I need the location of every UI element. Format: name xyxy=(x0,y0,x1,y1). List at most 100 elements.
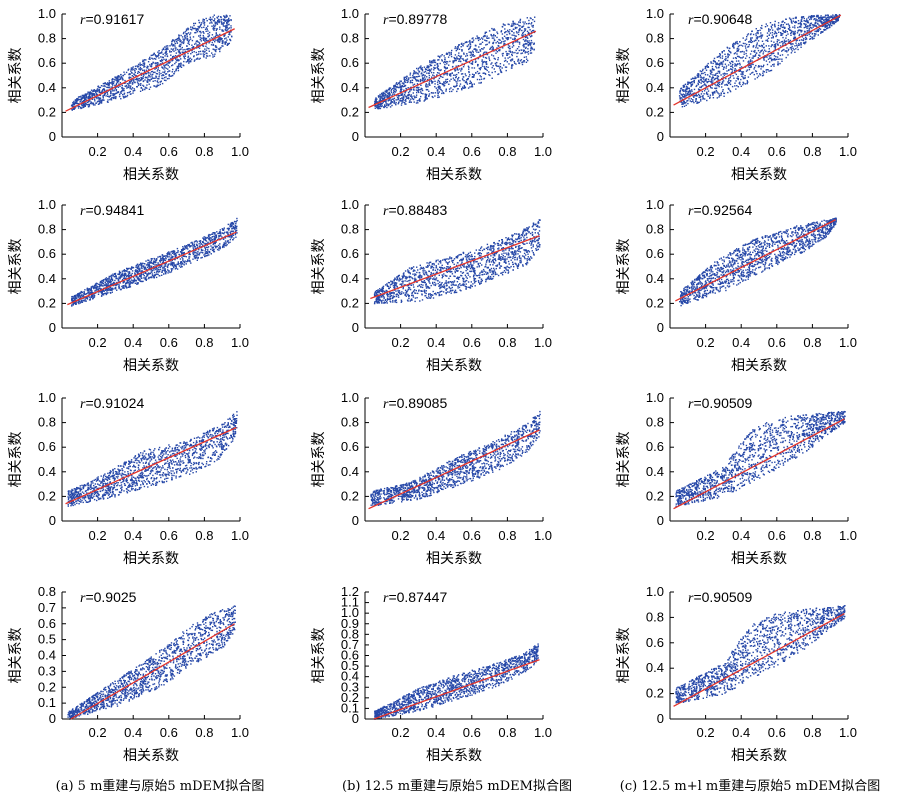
scatter-point xyxy=(471,73,474,75)
scatter-point xyxy=(207,55,209,57)
scatter-point xyxy=(109,82,111,84)
scatter-point xyxy=(484,61,487,63)
scatter-point xyxy=(731,65,733,67)
scatter-point xyxy=(472,51,474,53)
scatter-point xyxy=(746,36,748,38)
scatter-point xyxy=(513,41,515,43)
scatter-point xyxy=(78,96,81,98)
scatter-point xyxy=(155,261,157,263)
scatter-point xyxy=(446,81,449,83)
scatter-point xyxy=(228,20,230,22)
scatter-point xyxy=(158,57,160,59)
scatter-point xyxy=(741,75,743,77)
scatter-point xyxy=(705,65,707,68)
scatter-point xyxy=(766,56,768,58)
scatter-point xyxy=(222,42,224,45)
scatter-point xyxy=(783,48,785,51)
scatter-point xyxy=(522,43,525,46)
scatter-point xyxy=(489,59,491,62)
scatter-point xyxy=(781,60,783,62)
scatter-point xyxy=(775,43,777,45)
scatter-point xyxy=(146,80,148,82)
scatter-point xyxy=(482,56,485,58)
scatter-point xyxy=(468,47,471,50)
scatter-point xyxy=(386,90,389,92)
scatter-point xyxy=(815,15,818,18)
scatter-point xyxy=(531,41,533,44)
scatter-point xyxy=(787,27,790,30)
scatter-point xyxy=(166,266,169,269)
scatter-point xyxy=(420,65,422,67)
scatter-point xyxy=(835,18,837,21)
scatter-point xyxy=(707,62,709,65)
scatter-point xyxy=(162,259,164,261)
scatter-point xyxy=(407,91,410,94)
scatter-point xyxy=(89,100,91,102)
scatter-point xyxy=(809,35,811,37)
scatter-point xyxy=(804,43,806,45)
scatter-point xyxy=(150,66,153,68)
scatter-point xyxy=(213,14,215,16)
scatter-point xyxy=(196,57,199,59)
scatter-point xyxy=(831,24,833,27)
scatter-point xyxy=(446,78,449,80)
scatter-point xyxy=(420,87,422,90)
scatter-point xyxy=(795,42,797,44)
scatter-point xyxy=(110,97,112,100)
scatter-point xyxy=(95,91,97,93)
scatter-point xyxy=(511,25,514,27)
scatter-point xyxy=(155,55,157,57)
scatter-point xyxy=(701,90,703,93)
scatter-point xyxy=(187,60,189,62)
scatter-point xyxy=(216,23,219,25)
scatter-point xyxy=(401,82,404,84)
scatter-point xyxy=(694,77,696,80)
scatter-point xyxy=(806,20,808,22)
scatter-point xyxy=(76,98,78,100)
scatter-point xyxy=(492,29,495,31)
scatter-cloud xyxy=(70,14,233,111)
scatter-point xyxy=(73,102,75,104)
scatter-point xyxy=(158,270,161,273)
scatter-point xyxy=(378,100,380,102)
scatter-point xyxy=(446,61,449,63)
scatter-point xyxy=(420,84,422,86)
scatter-point xyxy=(445,60,447,63)
scatter-point xyxy=(400,88,402,90)
scatter-point xyxy=(195,58,198,60)
scatter-point xyxy=(393,93,396,95)
scatter-point xyxy=(144,72,146,74)
scatter-point xyxy=(209,19,212,21)
scatter-point xyxy=(759,45,761,47)
scatter-point xyxy=(214,36,217,38)
scatter-point xyxy=(702,97,704,99)
scatter-point xyxy=(134,78,136,81)
scatter-point xyxy=(831,20,833,22)
scatter-point xyxy=(388,87,390,90)
scatter-point xyxy=(479,50,482,52)
scatter-point xyxy=(397,98,400,100)
scatter-point xyxy=(803,17,805,20)
scatter-point xyxy=(488,56,490,58)
scatter-point xyxy=(511,65,513,68)
scatter-point xyxy=(122,88,124,90)
scatter-point xyxy=(380,102,382,105)
scatter-point xyxy=(146,65,149,67)
scatter-point xyxy=(768,30,770,32)
scatter-point xyxy=(205,57,207,59)
scatter-point xyxy=(131,87,134,89)
scatter-point xyxy=(492,28,495,31)
scatter-point xyxy=(525,56,527,58)
scatter-point xyxy=(110,99,113,101)
scatter-point xyxy=(384,105,386,108)
r-annotation: r=0.91617 xyxy=(80,11,144,28)
scatter-point xyxy=(107,101,109,103)
scatter-point xyxy=(437,89,439,91)
scatter-point xyxy=(175,254,177,256)
scatter-point xyxy=(146,275,148,277)
scatter-point xyxy=(182,41,184,43)
scatter-point xyxy=(793,37,796,40)
scatter-point xyxy=(185,28,188,30)
scatter-point xyxy=(732,44,734,46)
scatter-point xyxy=(800,42,802,45)
